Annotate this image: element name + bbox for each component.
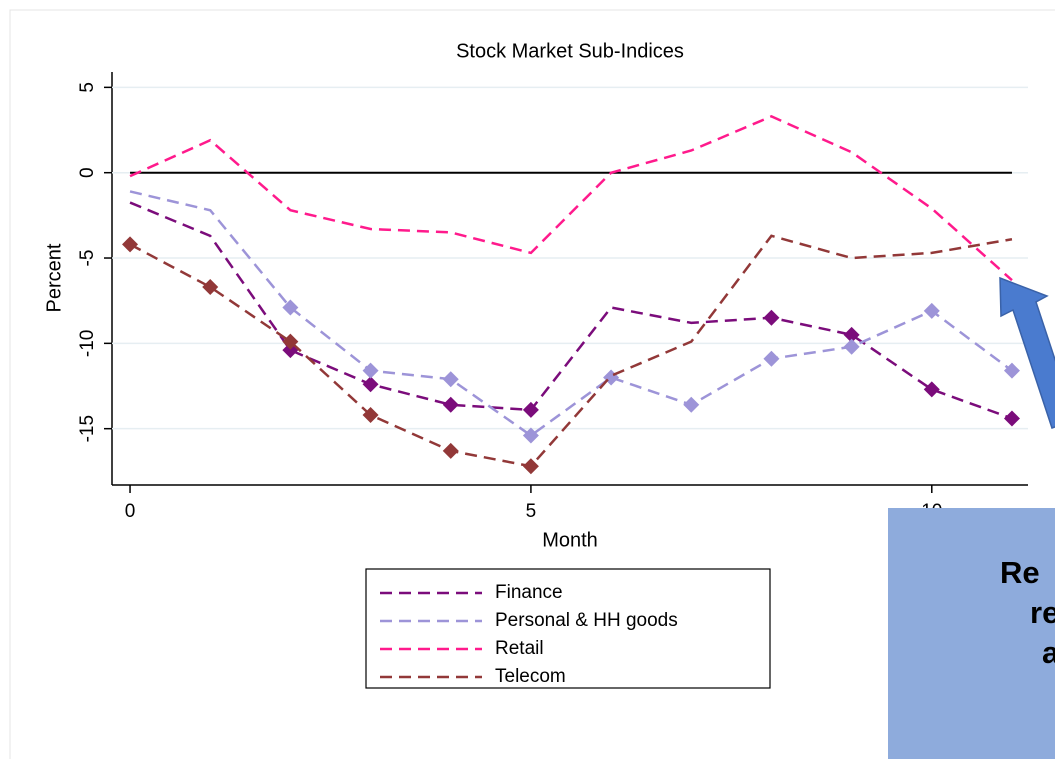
data-marker [522, 458, 539, 475]
data-marker [282, 333, 299, 350]
data-marker [763, 309, 780, 326]
data-marker [362, 407, 379, 424]
legend-label: Personal & HH goods [495, 610, 678, 631]
x-tick-label: 5 [526, 501, 537, 522]
legend-label: Finance [495, 582, 563, 603]
data-marker [362, 376, 379, 393]
data-marker [442, 396, 459, 413]
data-marker [522, 427, 539, 444]
callout-text: Re [1000, 555, 1040, 590]
y-tick-label: 0 [77, 167, 98, 178]
legend-box [365, 568, 771, 689]
data-marker [923, 302, 940, 319]
y-tick-label: -5 [77, 250, 98, 267]
data-marker [763, 350, 780, 367]
data-marker [122, 236, 139, 253]
data-marker [362, 362, 379, 379]
legend-label: Retail [495, 638, 544, 659]
chart-frame [9, 9, 1055, 759]
data-marker [202, 279, 219, 296]
chart: Stock Market Sub-Indices Month Percent 5 0 -5… [43, 40, 1028, 689]
data-marker [843, 338, 860, 355]
data-marker [1003, 410, 1020, 427]
y-tick-label: -15 [77, 415, 98, 442]
chart-title: Stock Market Sub-Indices [456, 40, 684, 62]
x-axis-label: Month [542, 529, 598, 551]
y-tick-label: 5 [77, 82, 98, 93]
data-marker [442, 371, 459, 388]
data-marker [843, 326, 860, 343]
x-tick-label: 0 [125, 501, 136, 522]
callout-box [888, 508, 1055, 759]
callout-arrow [999, 276, 1055, 429]
data-marker [1003, 362, 1020, 379]
series-line [129, 115, 1013, 282]
series-line [129, 234, 1013, 468]
data-marker [923, 381, 940, 398]
y-tick-label: -10 [77, 330, 98, 357]
series-line [129, 190, 1013, 438]
callout: Re rev a [1000, 555, 1055, 670]
data-marker [442, 442, 459, 459]
y-axis-label: Percent [43, 243, 65, 312]
callout-text: rev [1030, 595, 1055, 630]
data-marker [282, 299, 299, 316]
data-marker [522, 401, 539, 418]
legend-label: Telecom [495, 666, 566, 687]
callout-text: a [1042, 635, 1055, 670]
series-line [129, 201, 1013, 420]
data-marker [683, 396, 700, 413]
